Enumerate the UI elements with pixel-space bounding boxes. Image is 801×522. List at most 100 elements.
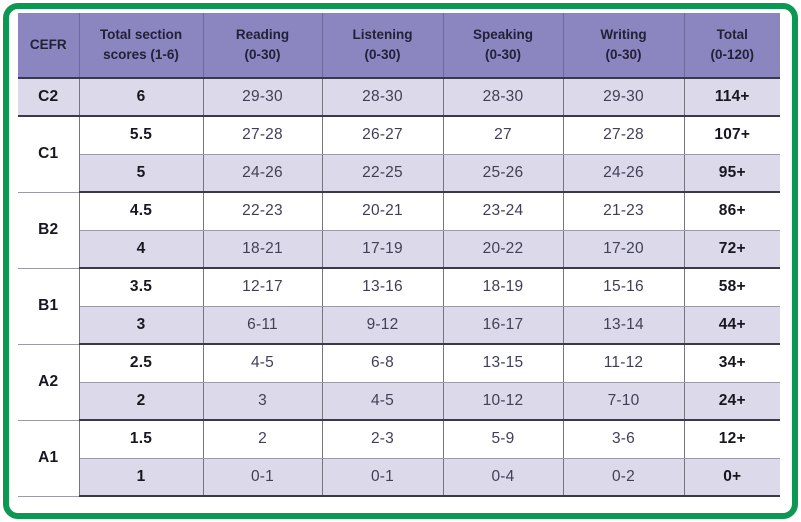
reading-cell: 3 bbox=[203, 382, 323, 421]
writing-cell: 13-14 bbox=[563, 306, 685, 345]
reading-cell: 6-11 bbox=[203, 306, 323, 345]
speaking-cell: 0-4 bbox=[443, 458, 564, 497]
reading-cell: 22-23 bbox=[203, 192, 323, 231]
header-row: CEFR Total section scores (1-6) Reading (0… bbox=[18, 13, 780, 79]
section-score-cell: 3 bbox=[79, 306, 204, 345]
total-cell: 114+ bbox=[684, 78, 780, 117]
speaking-cell: 16-17 bbox=[443, 306, 564, 345]
section-score-cell: 5 bbox=[79, 154, 204, 193]
column-header-label: Listening bbox=[352, 27, 413, 43]
speaking-cell: 13-15 bbox=[443, 344, 564, 383]
speaking-cell: 20-22 bbox=[443, 230, 564, 269]
reading-cell: 4-5 bbox=[203, 344, 323, 383]
listening-cell: 4-5 bbox=[322, 382, 444, 421]
listening-cell: 2-3 bbox=[322, 420, 444, 459]
speaking-cell: 27 bbox=[443, 116, 564, 155]
column-header-total: Total (0-120) bbox=[684, 13, 780, 79]
speaking-cell: 23-24 bbox=[443, 192, 564, 231]
total-cell: 0+ bbox=[684, 458, 780, 497]
writing-cell: 29-30 bbox=[563, 78, 685, 117]
speaking-cell: 18-19 bbox=[443, 268, 564, 307]
total-cell: 107+ bbox=[684, 116, 780, 155]
section-score-cell: 2.5 bbox=[79, 344, 204, 383]
cefr-level-cell: C2 bbox=[18, 78, 80, 117]
total-cell: 24+ bbox=[684, 382, 780, 421]
table-row-b1-3: 3 6-11 9-12 16-17 13-14 44+ bbox=[18, 306, 780, 345]
total-cell: 72+ bbox=[684, 230, 780, 269]
cefr-score-table: CEFR Total section scores (1-6) Reading (0… bbox=[18, 13, 780, 497]
total-cell: 95+ bbox=[684, 154, 780, 193]
reading-cell: 29-30 bbox=[203, 78, 323, 117]
writing-cell: 3-6 bbox=[563, 420, 685, 459]
listening-cell: 26-27 bbox=[322, 116, 444, 155]
column-header-label: CEFR bbox=[29, 37, 67, 53]
listening-cell: 9-12 bbox=[322, 306, 444, 345]
reading-cell: 18-21 bbox=[203, 230, 323, 269]
section-score-cell: 3.5 bbox=[79, 268, 204, 307]
table-row-a1-1: 1 0-1 0-1 0-4 0-2 0+ bbox=[18, 458, 780, 497]
column-header-reading: Reading (0-30) bbox=[203, 13, 323, 79]
column-header-cefr: CEFR bbox=[18, 13, 80, 79]
section-score-cell: 4.5 bbox=[79, 192, 204, 231]
column-header-writing: Writing (0-30) bbox=[563, 13, 685, 79]
cefr-level-cell: C1 bbox=[18, 116, 80, 193]
table-row-c2-6: C2 6 29-30 28-30 28-30 29-30 114+ bbox=[18, 78, 780, 117]
column-header-sub: (0-30) bbox=[605, 47, 642, 62]
listening-cell: 13-16 bbox=[322, 268, 444, 307]
section-score-cell: 1.5 bbox=[79, 420, 204, 459]
section-score-cell: 2 bbox=[79, 382, 204, 421]
total-cell: 86+ bbox=[684, 192, 780, 231]
table-row-c1-5_5: C1 5.5 27-28 26-27 27 27-28 107+ bbox=[18, 116, 780, 193]
writing-cell: 11-12 bbox=[563, 344, 685, 383]
speaking-cell: 28-30 bbox=[443, 78, 564, 117]
speaking-cell: 5-9 bbox=[443, 420, 564, 459]
total-cell: 44+ bbox=[684, 306, 780, 345]
section-score-cell: 1 bbox=[79, 458, 204, 497]
cefr-level-cell: A2 bbox=[18, 344, 80, 421]
reading-cell: 27-28 bbox=[203, 116, 323, 155]
table-row-b1-3_5: B1 3.5 12-17 13-16 18-19 15-16 58+ bbox=[18, 268, 780, 345]
cefr-level-cell: B1 bbox=[18, 268, 80, 345]
listening-cell: 28-30 bbox=[322, 78, 444, 117]
table-row-a2-2: 2 3 4-5 10-12 7-10 24+ bbox=[18, 382, 780, 421]
table-row-a2-2_5: A2 2.5 4-5 6-8 13-15 11-12 34+ bbox=[18, 344, 780, 421]
column-header-sub: scores (1-6) bbox=[103, 47, 179, 62]
total-cell: 12+ bbox=[684, 420, 780, 459]
table-row-b2-4_5: B2 4.5 22-23 20-21 23-24 21-23 86+ bbox=[18, 192, 780, 269]
column-header-label: Total section bbox=[99, 27, 183, 43]
cefr-level-cell: A1 bbox=[18, 420, 80, 497]
total-cell: 58+ bbox=[684, 268, 780, 307]
column-header-label: Writing bbox=[600, 27, 647, 43]
listening-cell: 20-21 bbox=[322, 192, 444, 231]
writing-cell: 27-28 bbox=[563, 116, 685, 155]
table-row-a1-1_5: A1 1.5 2 2-3 5-9 3-6 12+ bbox=[18, 420, 780, 497]
speaking-cell: 25-26 bbox=[443, 154, 564, 193]
column-header-sub: (0-30) bbox=[484, 47, 521, 62]
column-header-listening: Listening (0-30) bbox=[322, 13, 444, 79]
column-header-label: Speaking bbox=[472, 27, 534, 43]
writing-cell: 15-16 bbox=[563, 268, 685, 307]
reading-cell: 2 bbox=[203, 420, 323, 459]
column-header-label: Reading bbox=[235, 27, 290, 43]
column-header-total-section-scores: Total section scores (1-6) bbox=[79, 13, 204, 79]
writing-cell: 24-26 bbox=[563, 154, 685, 193]
reading-cell: 24-26 bbox=[203, 154, 323, 193]
table-row-c1-5: 5 24-26 22-25 25-26 24-26 95+ bbox=[18, 154, 780, 193]
writing-cell: 17-20 bbox=[563, 230, 685, 269]
cefr-level-cell: B2 bbox=[18, 192, 80, 269]
reading-cell: 0-1 bbox=[203, 458, 323, 497]
listening-cell: 17-19 bbox=[322, 230, 444, 269]
reading-cell: 12-17 bbox=[203, 268, 323, 307]
speaking-cell: 10-12 bbox=[443, 382, 564, 421]
column-header-speaking: Speaking (0-30) bbox=[443, 13, 564, 79]
writing-cell: 0-2 bbox=[563, 458, 685, 497]
column-header-sub: (0-120) bbox=[710, 47, 755, 62]
writing-cell: 21-23 bbox=[563, 192, 685, 231]
column-header-sub: (0-30) bbox=[364, 47, 401, 62]
listening-cell: 22-25 bbox=[322, 154, 444, 193]
column-header-sub: (0-30) bbox=[244, 47, 281, 62]
section-score-cell: 4 bbox=[79, 230, 204, 269]
writing-cell: 7-10 bbox=[563, 382, 685, 421]
table-row-b2-4: 4 18-21 17-19 20-22 17-20 72+ bbox=[18, 230, 780, 269]
section-score-cell: 5.5 bbox=[79, 116, 204, 155]
